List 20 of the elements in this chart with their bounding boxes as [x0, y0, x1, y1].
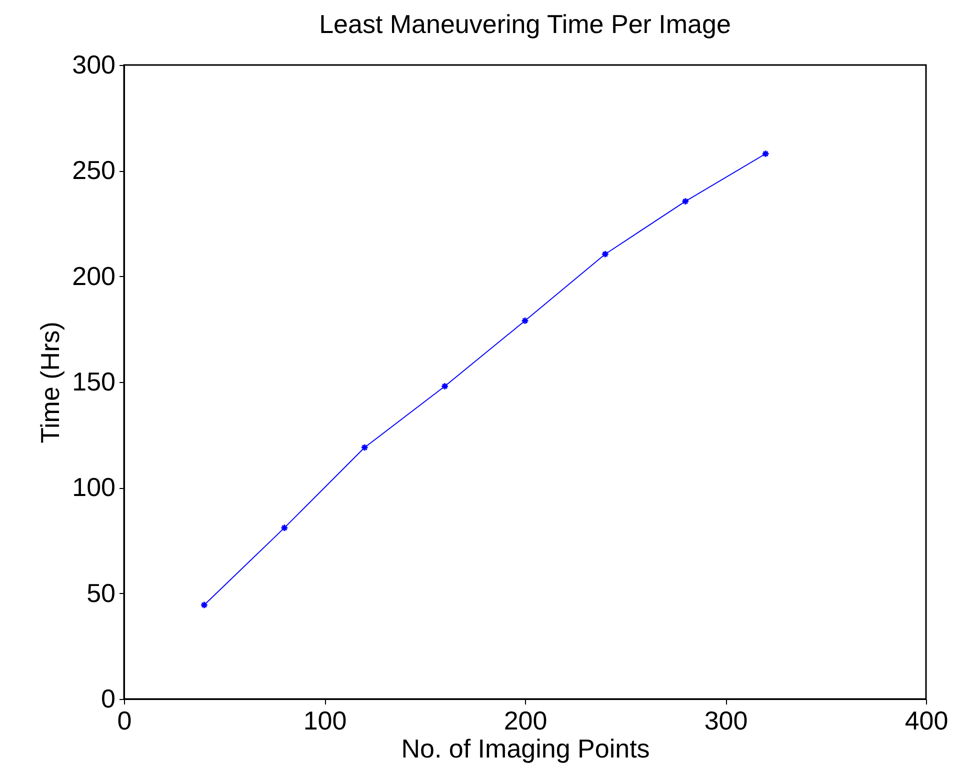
x-tick-label: 200 — [504, 706, 548, 736]
y-axis-title: Time (Hrs) — [35, 322, 66, 444]
y-tick-label: 200 — [72, 260, 116, 291]
point — [681, 197, 690, 206]
y-tick-label: 100 — [72, 472, 116, 502]
point — [601, 250, 610, 258]
x-tick-label: 400 — [904, 706, 948, 736]
point — [521, 316, 529, 325]
y-tick-label: 300 — [72, 50, 116, 80]
x-axis-title: No. of Imaging Points — [401, 734, 650, 764]
point — [360, 444, 369, 452]
chart-title: Least Maneuvering Time Per Image — [319, 9, 731, 39]
y-tick-label: 150 — [72, 366, 116, 396]
x-tick-label: 100 — [303, 706, 347, 736]
y-tick-label: 50 — [86, 578, 116, 608]
x-tick-label: 300 — [704, 706, 748, 736]
point — [440, 382, 449, 390]
point — [280, 524, 288, 532]
y-tick-label: 250 — [72, 155, 116, 186]
y-tick-label: 0 — [101, 684, 116, 714]
